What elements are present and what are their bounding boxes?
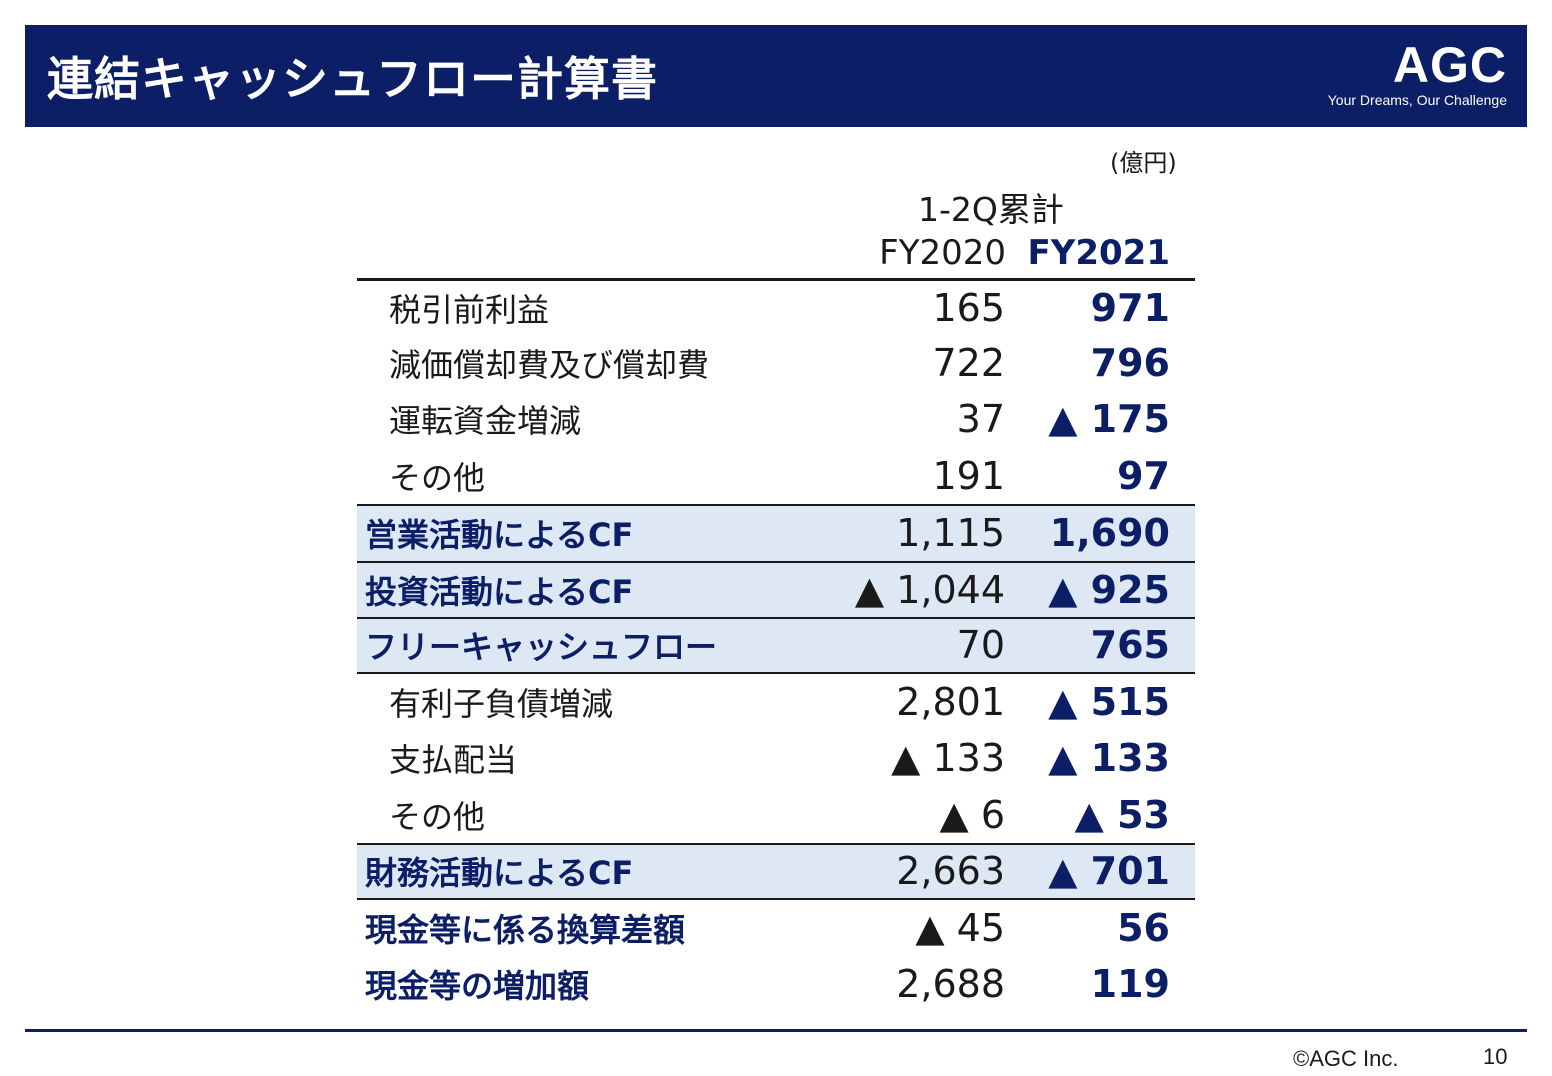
unit-label: (億円) bbox=[1110, 149, 1177, 177]
header-banner: 連結キャッシュフロー計算書 AGC Your Dreams, Our Chall… bbox=[25, 25, 1527, 127]
value-fy2021: 796 bbox=[1090, 340, 1170, 385]
row-label: 運転資金増減 bbox=[389, 402, 582, 441]
row-label: 財務活動によるCF bbox=[365, 854, 634, 893]
value-fy2020: ▲ 133 bbox=[891, 736, 1005, 781]
row-label: 有利子負債増減 bbox=[389, 684, 614, 723]
table-row-subtotal: 投資活動によるCF ▲ 1,044 ▲ 925 bbox=[357, 560, 1195, 617]
table-row-subtotal: 財務活動によるCF 2,663 ▲ 701 bbox=[357, 843, 1195, 900]
column-header-fy2021: FY2021 bbox=[1027, 233, 1170, 273]
value-fy2021: ▲ 53 bbox=[1074, 792, 1170, 837]
logo-tagline: Your Dreams, Our Challenge bbox=[1327, 92, 1507, 108]
row-label: その他 bbox=[389, 458, 486, 497]
cash-flow-table: 税引前利益 165 971 減価償却費及び償却費 722 796 運転資金増減 … bbox=[357, 278, 1195, 1013]
row-label: 現金等に係る換算差額 bbox=[365, 910, 686, 949]
row-label: 税引前利益 bbox=[389, 290, 550, 329]
agc-logo: AGC Your Dreams, Our Challenge bbox=[1328, 39, 1507, 109]
row-label: フリーキャッシュフロー bbox=[365, 628, 718, 667]
value-fy2021: 119 bbox=[1090, 962, 1170, 1007]
row-label: その他 bbox=[389, 797, 486, 836]
table-row-subtotal: フリーキャッシュフロー 70 765 bbox=[357, 617, 1195, 674]
value-fy2020: ▲ 45 bbox=[915, 905, 1005, 950]
period-label: 1-2Q累計 bbox=[918, 190, 1064, 229]
row-label: 営業活動によるCF bbox=[365, 516, 634, 555]
row-label: 現金等の増加額 bbox=[365, 967, 590, 1006]
row-label: 投資活動によるCF bbox=[365, 572, 634, 611]
value-fy2020: 2,801 bbox=[896, 679, 1005, 724]
value-fy2021: 56 bbox=[1117, 905, 1170, 950]
row-label: 支払配当 bbox=[389, 741, 518, 780]
value-fy2020: 722 bbox=[932, 340, 1005, 385]
value-fy2020: 2,688 bbox=[896, 962, 1005, 1007]
table-row-total: 現金等に係る換算差額 ▲ 45 56 bbox=[357, 900, 1195, 957]
value-fy2021: ▲ 701 bbox=[1048, 849, 1170, 894]
value-fy2021: ▲ 515 bbox=[1048, 679, 1170, 724]
table-row: 有利子負債増減 2,801 ▲ 515 bbox=[357, 674, 1195, 731]
page-title: 連結キャッシュフロー計算書 bbox=[47, 52, 658, 106]
table-row: 減価償却費及び償却費 722 796 bbox=[357, 335, 1195, 392]
table-row-subtotal: 営業活動によるCF 1,115 1,690 bbox=[357, 504, 1195, 561]
table-row: その他 191 97 bbox=[357, 448, 1195, 505]
value-fy2021: 971 bbox=[1090, 285, 1170, 330]
value-fy2020: 1,115 bbox=[896, 511, 1005, 556]
table-row: 運転資金増減 37 ▲ 175 bbox=[357, 391, 1195, 448]
value-fy2021: 765 bbox=[1090, 623, 1170, 668]
value-fy2021: 97 bbox=[1117, 453, 1170, 498]
value-fy2020: ▲ 1,044 bbox=[854, 567, 1005, 612]
footer-divider bbox=[25, 1029, 1527, 1032]
value-fy2021: ▲ 175 bbox=[1048, 397, 1170, 442]
value-fy2020: 2,663 bbox=[896, 849, 1005, 894]
value-fy2020: 70 bbox=[956, 623, 1005, 668]
value-fy2020: 191 bbox=[932, 453, 1005, 498]
value-fy2020: 37 bbox=[956, 397, 1005, 442]
table-row-total: 現金等の増加額 2,688 119 bbox=[357, 956, 1195, 1013]
table-row: 支払配当 ▲ 133 ▲ 133 bbox=[357, 730, 1195, 787]
value-fy2020: 165 bbox=[932, 285, 1005, 330]
row-label: 減価償却費及び償却費 bbox=[389, 345, 710, 384]
logo-mark: AGC bbox=[1392, 37, 1507, 93]
value-fy2020: ▲ 6 bbox=[939, 792, 1005, 837]
value-fy2021: ▲ 133 bbox=[1048, 736, 1170, 781]
value-fy2021: ▲ 925 bbox=[1048, 567, 1170, 612]
column-header-fy2020: FY2020 bbox=[879, 233, 1006, 273]
page-number: 10 bbox=[1483, 1044, 1508, 1069]
table-row: その他 ▲ 6 ▲ 53 bbox=[357, 787, 1195, 844]
copyright-text: ©AGC Inc. bbox=[1293, 1046, 1399, 1071]
table-row: 税引前利益 165 971 bbox=[357, 278, 1195, 335]
value-fy2021: 1,690 bbox=[1049, 511, 1170, 556]
